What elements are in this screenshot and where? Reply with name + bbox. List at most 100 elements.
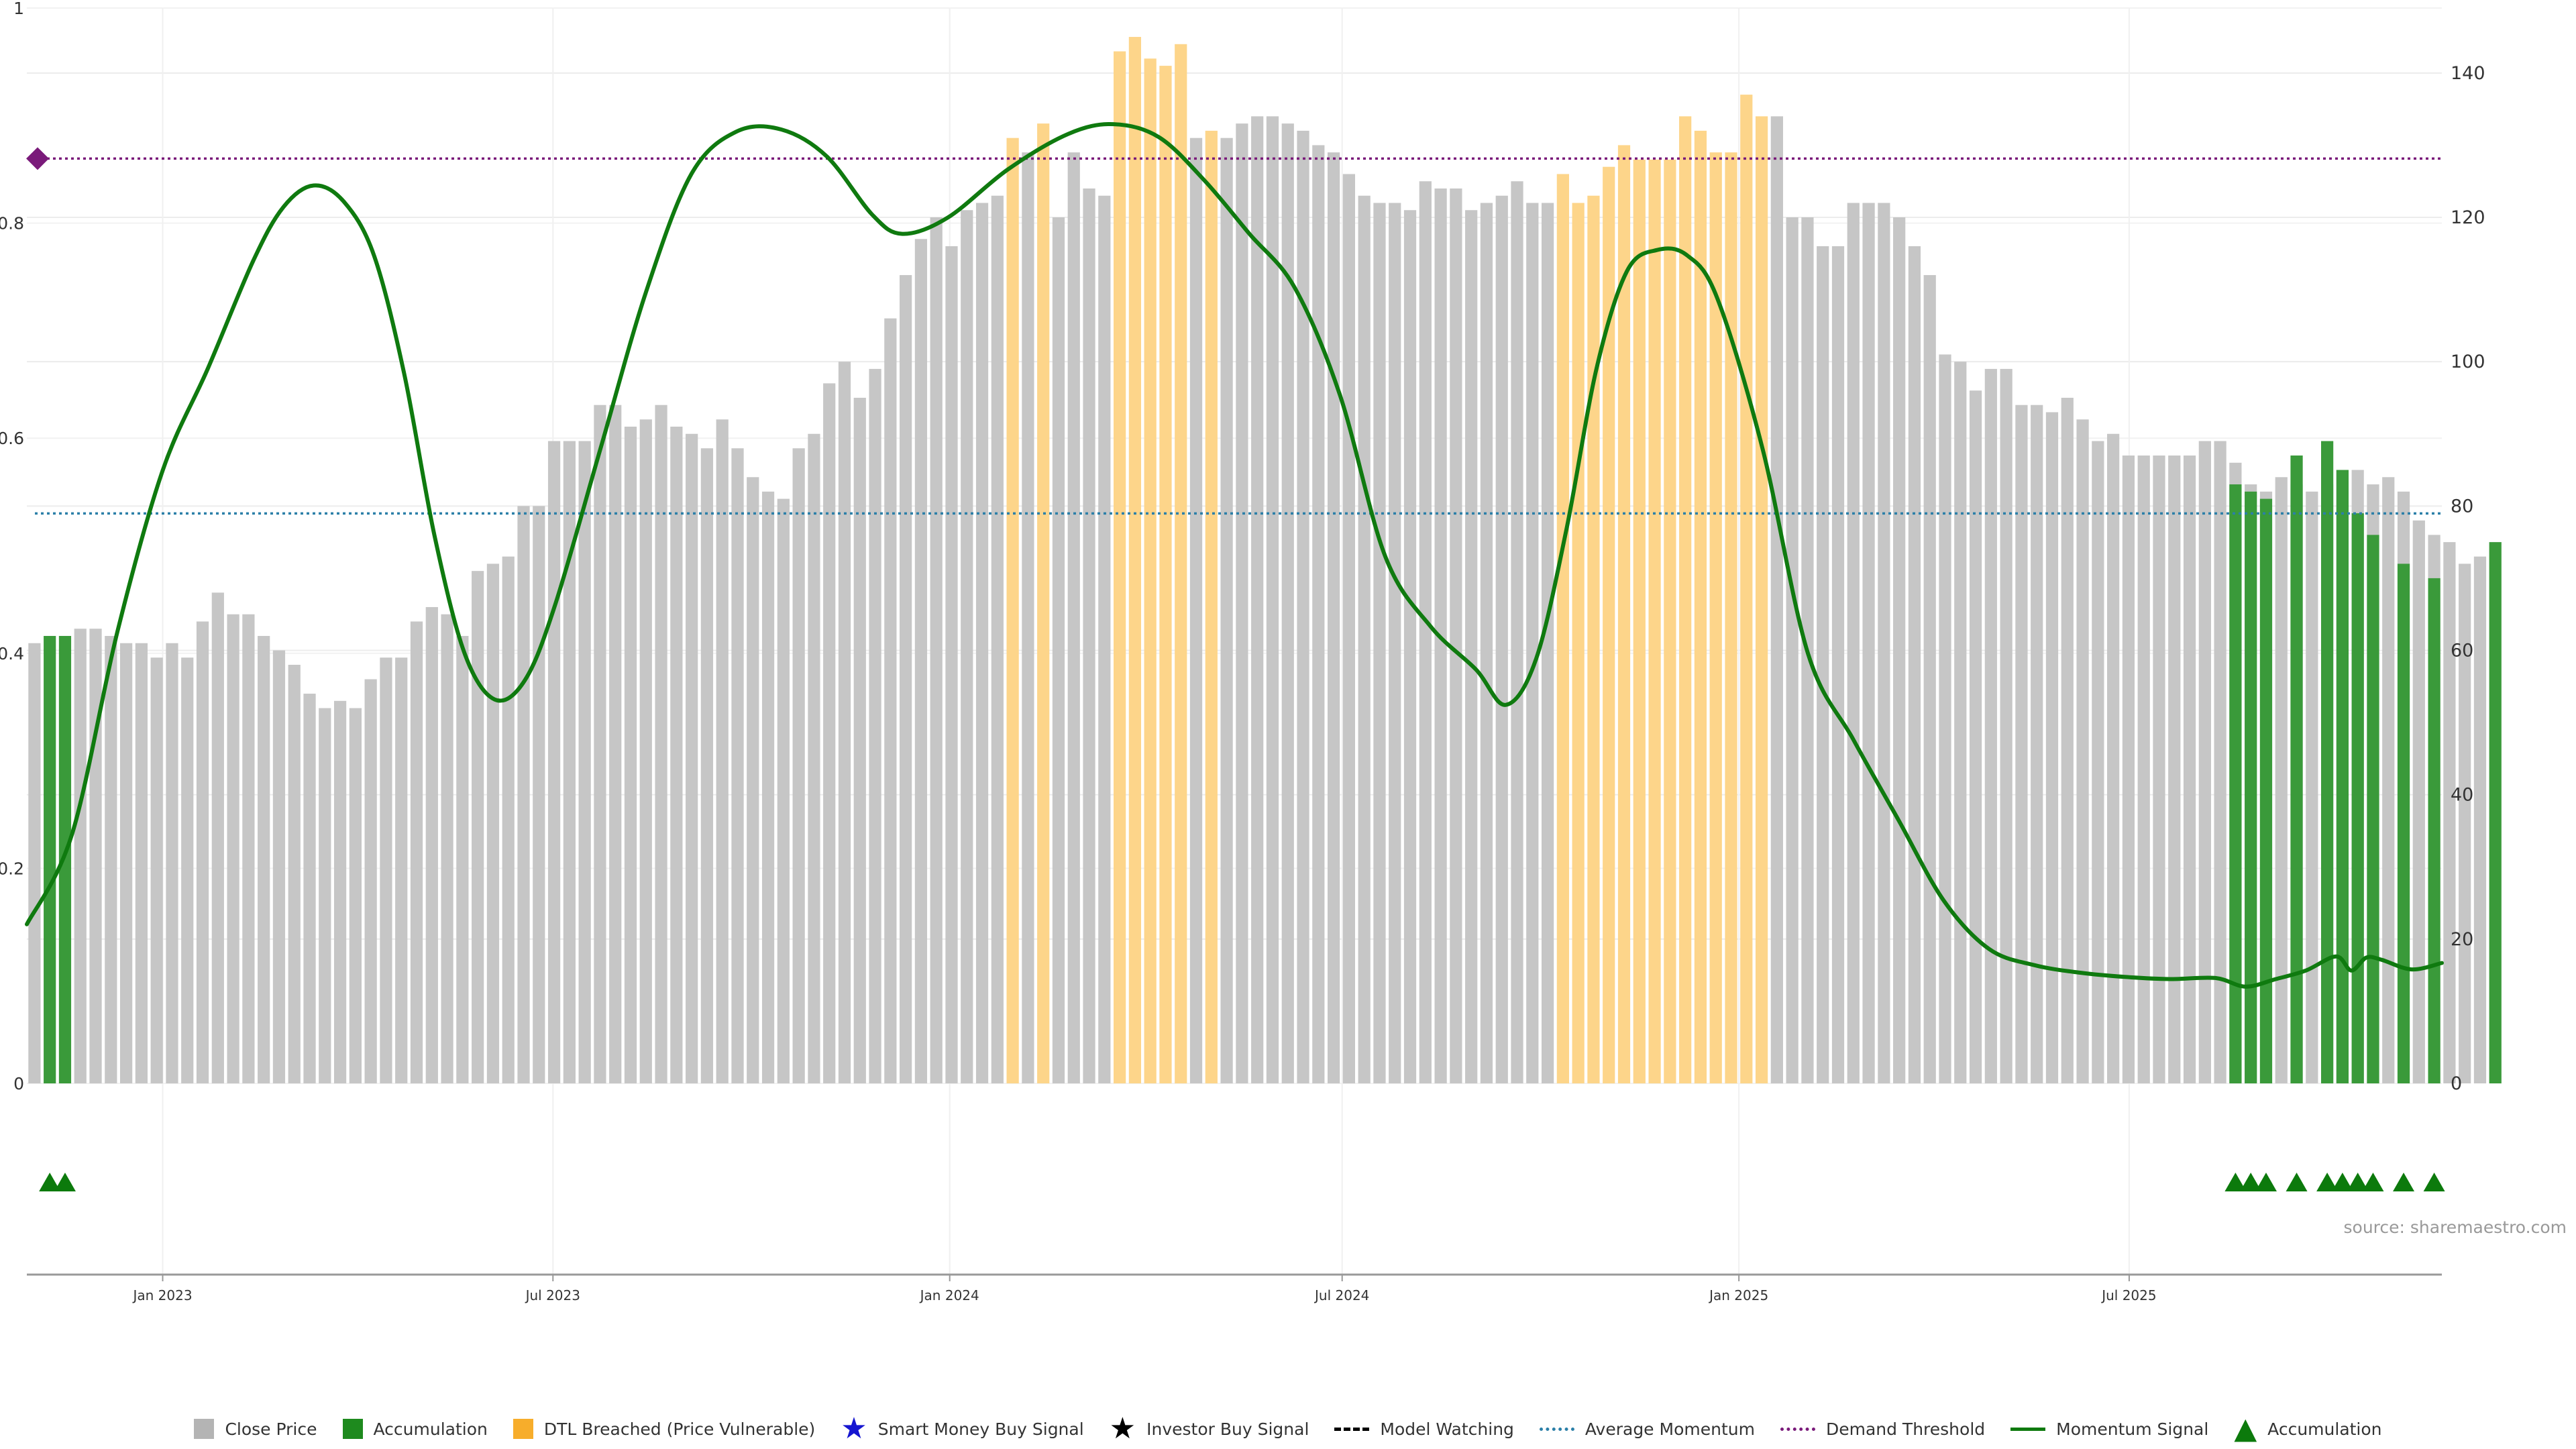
close-price-bar (349, 708, 362, 1083)
close-price-bar (594, 405, 606, 1083)
accumulation-bar (2245, 491, 2257, 1083)
close-price-bar (961, 210, 973, 1084)
close-price-bar (1419, 181, 1432, 1083)
close-price-bar (716, 419, 729, 1083)
close-price-bar (869, 368, 881, 1083)
y-left-tick-label: 0.8 (0, 214, 24, 233)
accumulation-marker (2347, 1173, 2369, 1191)
y-left-tick-label: 0 (13, 1074, 24, 1093)
accumulation-bar (2428, 578, 2440, 1083)
close-price-bar (242, 614, 255, 1083)
close-price-bar (196, 621, 209, 1083)
close-price-bar (2153, 455, 2165, 1083)
y-right-tick-label: 20 (2451, 929, 2473, 950)
dtl-breached-bar (1159, 66, 1172, 1083)
close-price-bar (258, 635, 270, 1083)
close-price-bar (364, 679, 377, 1083)
close-price-bar (517, 506, 530, 1083)
legend-item: Close Price (194, 1419, 317, 1439)
close-price-bar (1358, 195, 1371, 1083)
close-price-bar (119, 643, 133, 1083)
legend-item: Demand Threshold (1780, 1419, 1985, 1439)
close-price-bar (2168, 455, 2181, 1083)
close-price-bar (2275, 477, 2288, 1083)
close-price-bar (1297, 130, 1309, 1084)
y-right-tick-label: 140 (2451, 63, 2485, 84)
accumulation-bar (2229, 484, 2242, 1083)
close-price-bar (1908, 246, 1921, 1083)
chart-legend: Close Price Accumulation DTL Breached (Pri… (0, 1412, 2576, 1446)
close-price-bar (853, 397, 866, 1083)
accumulation-bar (58, 635, 72, 1083)
dtl-breached-bar (1755, 116, 1768, 1083)
close-price-bar (380, 657, 392, 1083)
dtl-breached-bar (1128, 37, 1142, 1083)
close-price-bar (1817, 246, 1829, 1083)
close-price-bar (1389, 203, 1401, 1083)
close-price-bar (930, 217, 943, 1083)
close-price-bar (1342, 174, 1355, 1083)
legend-item: ▲ Accumulation (2234, 1411, 2382, 1446)
accumulation-markers (39, 1173, 2445, 1191)
close-price-bar (303, 694, 316, 1083)
close-price-bar (410, 621, 423, 1083)
close-price-bar (808, 433, 820, 1083)
close-price-bar (1847, 203, 1860, 1083)
accumulation-marker (2255, 1173, 2277, 1191)
dtl-breached-bar (1556, 174, 1569, 1083)
close-price-bar (1022, 152, 1034, 1084)
close-price-bar (914, 239, 928, 1084)
close-price-bar (1770, 116, 1783, 1083)
accumulation-marker (2331, 1173, 2353, 1191)
dtl-breached-bar (1725, 152, 1737, 1084)
dtl-breached-bar (1617, 145, 1631, 1083)
accumulation-bar (2367, 535, 2379, 1083)
dtl-breached-bar (1175, 44, 1187, 1083)
y-right-tick-label: 0 (2451, 1073, 2462, 1094)
close-price-bar (1251, 116, 1264, 1083)
close-price-bar (1939, 354, 1951, 1083)
close-price-bar (2137, 455, 2150, 1083)
dtl-breached-bar (1114, 51, 1126, 1084)
close-price-bar (761, 491, 775, 1083)
star-icon: ★ (841, 1411, 867, 1446)
close-price-bar (2214, 441, 2226, 1083)
close-price-bar (2412, 520, 2425, 1083)
legend-label: Accumulation (373, 1419, 488, 1439)
close-price-bar (1098, 195, 1111, 1083)
legend-line-sample (1539, 1427, 1574, 1431)
legend-label: Momentum Signal (2056, 1419, 2209, 1439)
close-price-bar (150, 657, 163, 1083)
close-price-bar (333, 700, 347, 1083)
dtl-breached-bar (1037, 123, 1050, 1083)
source-credit: source: sharemaestro.com (2343, 1218, 2567, 1237)
close-price-bar (747, 477, 759, 1083)
legend-line-sample (1780, 1427, 1815, 1431)
dtl-breached-bar (1664, 159, 1676, 1084)
legend-label: Smart Money Buy Signal (877, 1419, 1084, 1439)
dtl-breached-bar (1205, 130, 1218, 1084)
close-price-bar (1541, 203, 1554, 1083)
close-price-bar (2306, 491, 2318, 1083)
close-price-bar (74, 629, 87, 1083)
x-tick-label: Jul 2023 (525, 1287, 580, 1303)
close-price-bar (211, 592, 224, 1083)
close-price-bar (135, 643, 148, 1083)
dtl-breached-bar (1648, 159, 1661, 1084)
legend-label: Investor Buy Signal (1146, 1419, 1309, 1439)
close-price-bar (1893, 217, 1906, 1083)
close-price-bar (486, 564, 500, 1083)
close-price-bar (502, 556, 515, 1083)
dtl-breached-bar (1694, 130, 1707, 1084)
close-price-bar (533, 506, 545, 1083)
legend-label: Accumulation (2267, 1419, 2382, 1439)
close-price-bar (441, 614, 453, 1083)
triangle-icon: ▲ (2234, 1411, 2257, 1446)
dtl-breached-bar (1679, 116, 1692, 1083)
close-price-bar (2122, 455, 2135, 1083)
close-price-bar (1526, 203, 1539, 1083)
accumulation-bar (2259, 498, 2273, 1083)
close-price-bar (2382, 477, 2395, 1083)
close-price-bar (1923, 275, 1936, 1083)
close-price-bar (1969, 390, 1982, 1084)
